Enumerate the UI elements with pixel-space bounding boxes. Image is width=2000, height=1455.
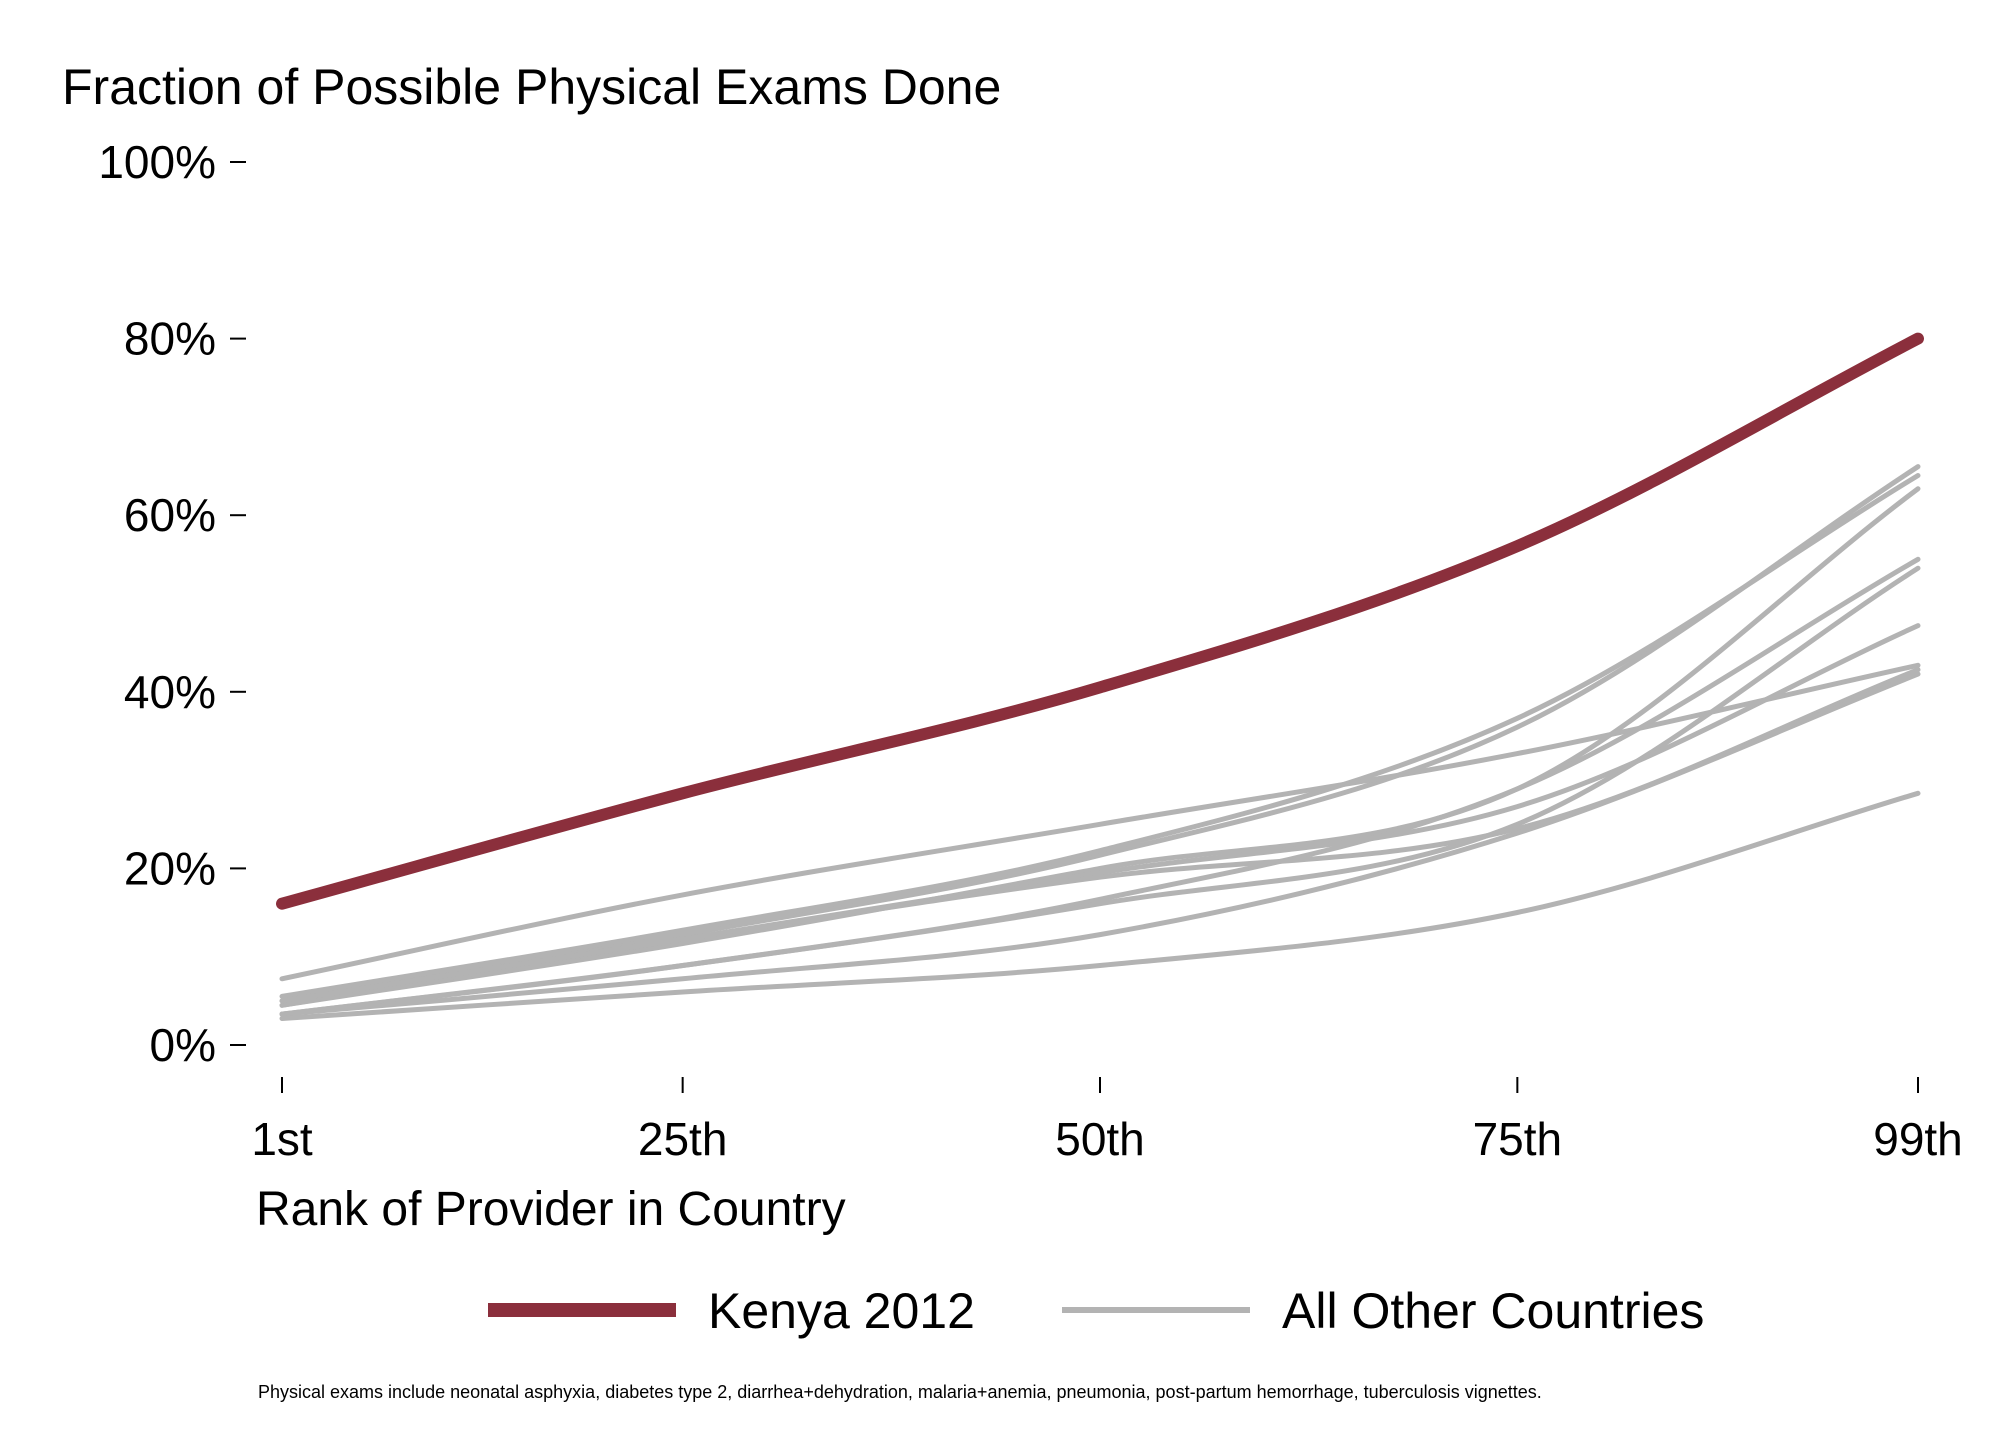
other-country-line-5 bbox=[279, 565, 1921, 1017]
other-country-line-1 bbox=[279, 464, 1921, 1004]
y-tick-label: 40% bbox=[124, 666, 216, 718]
x-tick-label: 1st bbox=[251, 1113, 313, 1165]
x-tick-label: 25th bbox=[638, 1113, 728, 1165]
y-tick-label: 80% bbox=[124, 313, 216, 365]
x-axis-label: Rank of Provider in Country bbox=[256, 1183, 846, 1236]
kenya-series-group bbox=[276, 332, 1924, 910]
y-tick-label: 60% bbox=[124, 489, 216, 541]
kenya-2012-line bbox=[276, 332, 1924, 910]
other-country-line-10 bbox=[279, 790, 1921, 1021]
y-tick-label: 0% bbox=[150, 1019, 216, 1071]
footnote: Physical exams include neonatal asphyxia… bbox=[258, 1382, 1542, 1402]
y-tick-label: 20% bbox=[124, 842, 216, 894]
x-tick-label: 75th bbox=[1473, 1113, 1563, 1165]
x-tick-label: 50th bbox=[1055, 1113, 1145, 1165]
y-axis: 0% 20% 40% 60% 80% 100% bbox=[98, 136, 246, 1071]
other-countries-series-group bbox=[279, 464, 1921, 1021]
legend-label-kenya: Kenya 2012 bbox=[708, 1283, 975, 1339]
other-country-line-9 bbox=[279, 671, 1921, 1017]
legend: Kenya 2012 All Other Countries bbox=[488, 1283, 1704, 1339]
legend-label-other-countries: All Other Countries bbox=[1282, 1283, 1704, 1339]
x-axis: 1st 25th 50th 75th 99th bbox=[251, 1077, 1963, 1165]
chart-title: Fraction of Possible Physical Exams Done bbox=[62, 59, 1001, 115]
y-tick-label: 100% bbox=[98, 136, 216, 188]
other-country-line-3 bbox=[279, 486, 1921, 1008]
other-country-line-7 bbox=[279, 662, 1921, 982]
x-tick-label: 99th bbox=[1873, 1113, 1963, 1165]
other-country-line-4 bbox=[279, 556, 1921, 1017]
other-country-line-2 bbox=[279, 473, 1921, 999]
